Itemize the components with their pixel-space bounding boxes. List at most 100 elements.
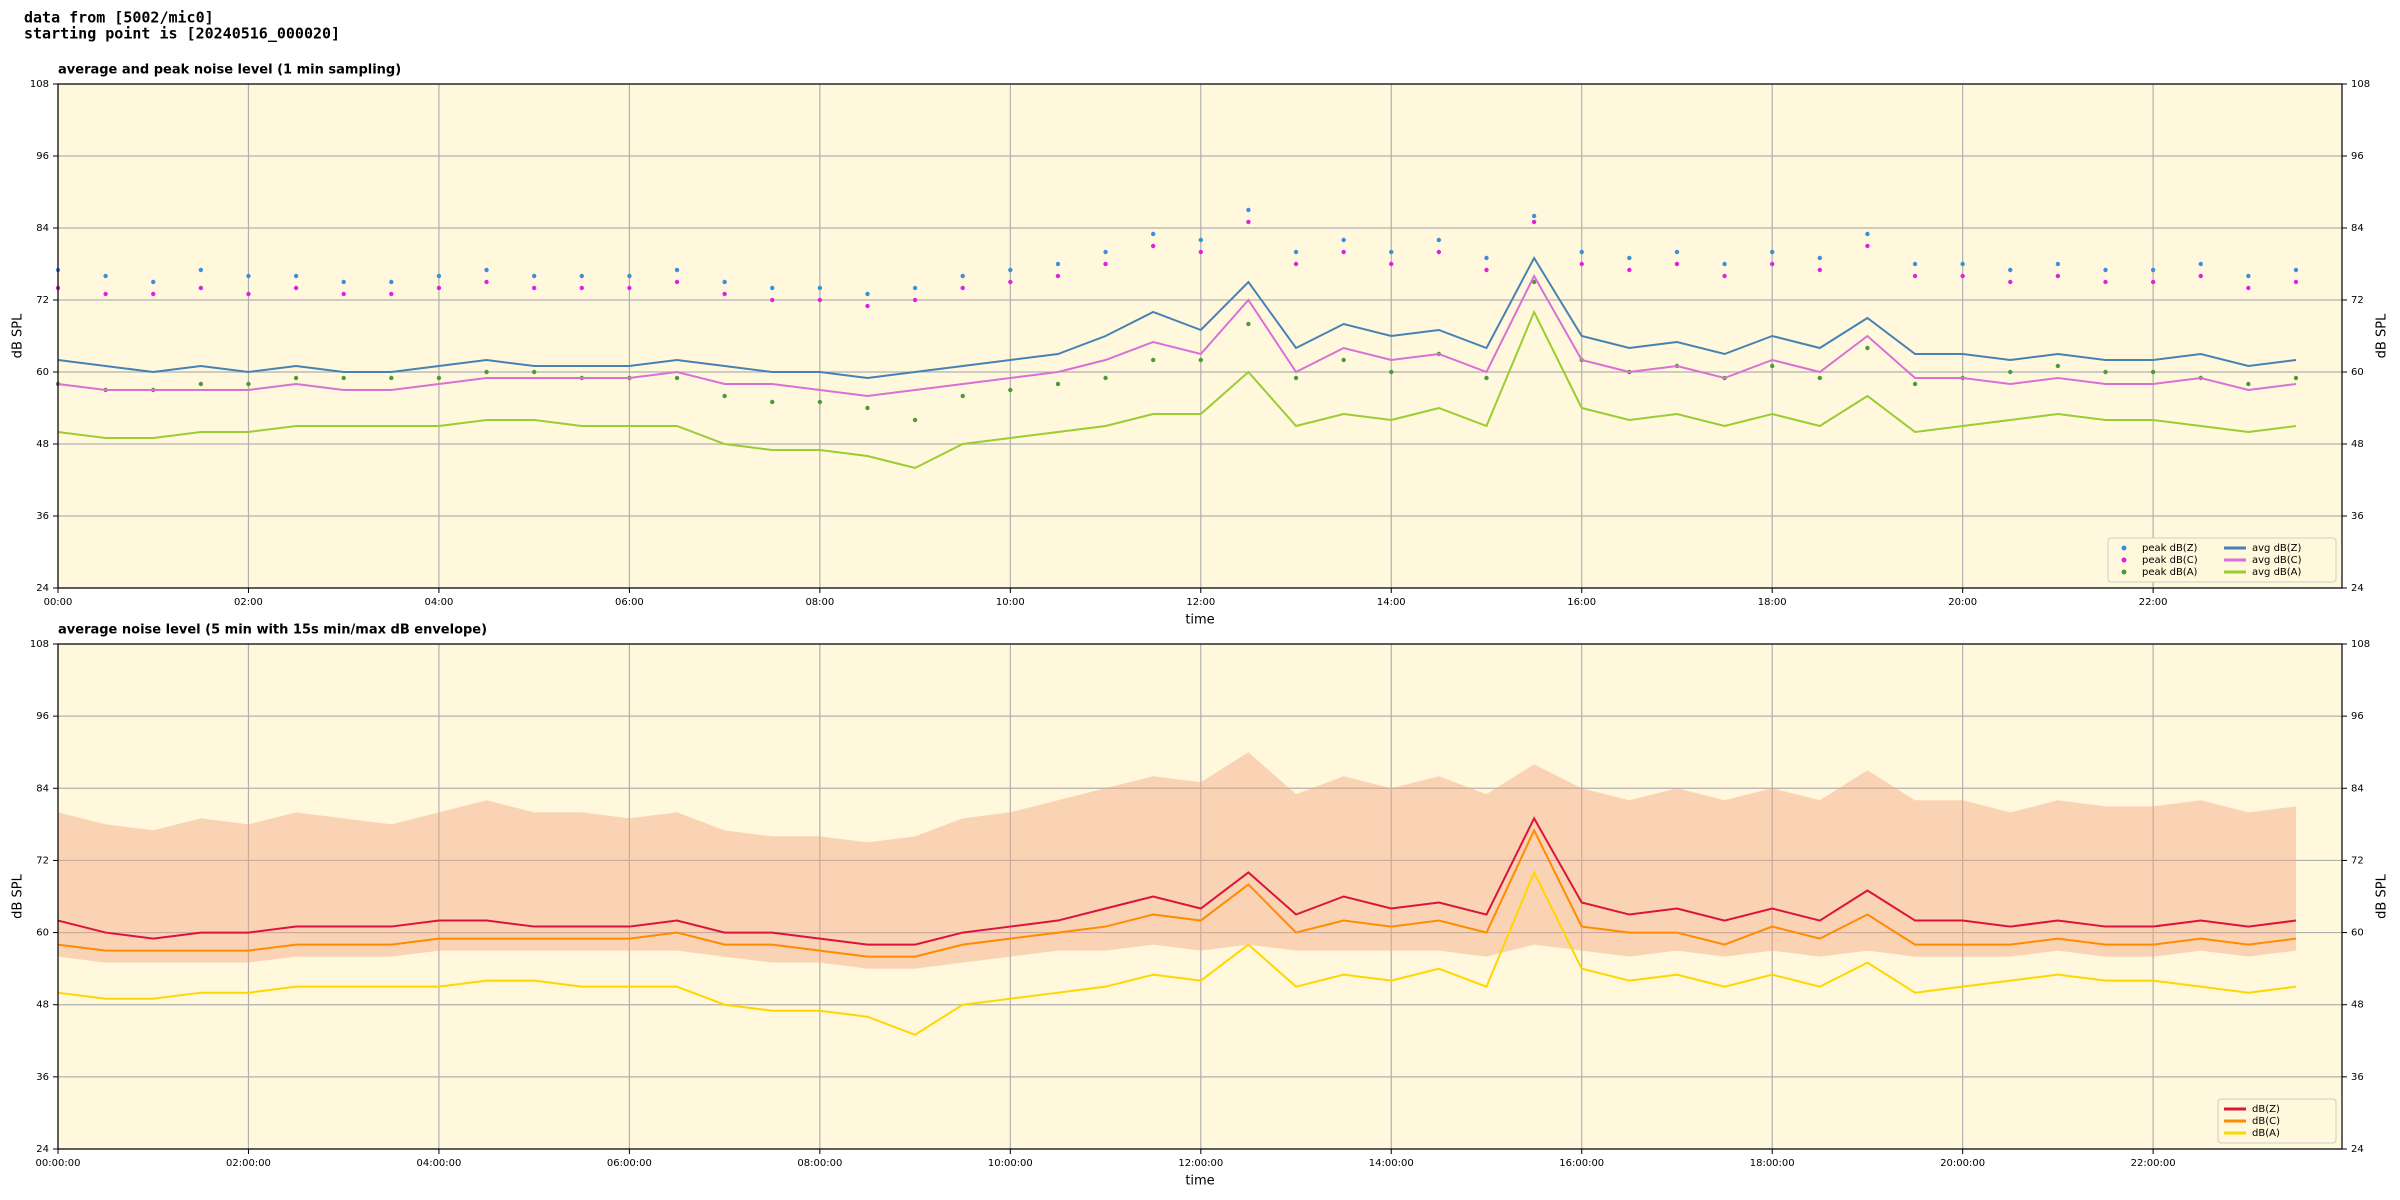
peak-dot <box>2103 369 2108 375</box>
peak-dot <box>770 285 775 291</box>
peak-dot <box>2293 267 2299 273</box>
peak-dot <box>770 297 775 303</box>
peak-dot <box>1055 381 1061 387</box>
x-tick-label: 02:00:00 <box>226 1158 271 1169</box>
x-tick-label: 12:00 <box>1186 597 1215 608</box>
peak-dot <box>1579 261 1584 267</box>
peak-dot <box>1817 267 1823 273</box>
legend-label: dB(Z) <box>2252 1104 2280 1115</box>
peak-dot <box>1103 249 1108 255</box>
peak-dot <box>389 279 394 285</box>
peak-dot <box>1293 375 1299 381</box>
peak-dot <box>246 273 251 279</box>
peak-dot <box>1531 219 1537 225</box>
legend-label: peak dB(C) <box>2142 555 2198 566</box>
y-tick-label: 84 <box>2351 223 2364 234</box>
y-tick-label: 48 <box>36 1000 49 1011</box>
y-tick-label: 96 <box>2351 151 2364 162</box>
peak-dot <box>865 303 870 309</box>
peak-dot <box>1484 375 1489 381</box>
peak-dot <box>246 291 251 297</box>
peak-dot <box>1198 357 1203 363</box>
peak-dot <box>1769 363 1775 369</box>
peak-dot <box>1150 243 1156 249</box>
peak-dot <box>484 279 489 285</box>
peak-dot <box>2293 375 2299 381</box>
x-tick-label: 22:00 <box>2139 597 2168 608</box>
peak-dot <box>2008 267 2013 273</box>
peak-dot <box>2246 381 2251 387</box>
peak-dot <box>436 273 442 279</box>
peak-dot <box>151 291 156 297</box>
y-tick-label: 24 <box>2351 1144 2364 1155</box>
y-tick-label: 36 <box>2351 1072 2364 1083</box>
peak-dot <box>484 369 489 375</box>
legend-label: dB(C) <box>2252 1116 2280 1127</box>
peak-dot <box>2198 261 2203 267</box>
peak-dot <box>1769 249 1775 255</box>
plot-frame <box>57 643 2343 1150</box>
peak-dot <box>627 285 632 291</box>
peak-dot <box>1912 381 1918 387</box>
peak-dot <box>1008 267 1013 273</box>
legend-box <box>2107 537 2337 583</box>
peak-dot <box>1198 237 1203 243</box>
y-tick-label: 36 <box>36 1072 49 1083</box>
x-tick-label: 20:00:00 <box>1940 1158 1985 1169</box>
x-tick-label: 14:00:00 <box>1369 1158 1414 1169</box>
x-tick-label: 14:00 <box>1377 597 1406 608</box>
x-axis-label: time <box>1185 613 1214 628</box>
y-tick-label: 48 <box>2351 439 2364 450</box>
peak-dot <box>2008 369 2013 375</box>
peak-dot <box>103 273 108 279</box>
peak-dot <box>1674 249 1680 255</box>
y-axis-label: dB SPL <box>2375 873 2390 918</box>
peak-dot <box>293 375 299 381</box>
peak-dot <box>198 381 204 387</box>
legend-box <box>2217 1098 2337 1144</box>
x-tick-label: 06:00:00 <box>607 1158 652 1169</box>
peak-dot <box>1484 255 1489 261</box>
y-tick-label: 108 <box>2351 639 2370 650</box>
peak-dot <box>579 285 584 291</box>
peak-dot <box>817 297 823 303</box>
y-tick-label: 72 <box>36 295 49 306</box>
peak-dot <box>912 285 918 291</box>
peak-dot <box>1246 207 1251 213</box>
peak-dot <box>722 291 727 297</box>
series-line <box>57 273 2297 398</box>
peak-dot <box>960 285 965 291</box>
peak-dot <box>960 273 965 279</box>
x-tick-label: 16:00:00 <box>1559 1158 1604 1169</box>
peak-dot <box>1055 273 1061 279</box>
peak-dot <box>1865 243 1870 249</box>
plot-area <box>58 84 2342 588</box>
peak-dot <box>2103 279 2108 285</box>
peak-dot <box>531 369 537 375</box>
peak-dot <box>1389 369 1394 375</box>
y-axis-label: dB SPL <box>11 313 26 358</box>
series-line <box>57 255 2297 380</box>
peak-dot <box>2150 279 2156 285</box>
peak-dot <box>1389 261 1394 267</box>
peak-dot <box>531 273 537 279</box>
legend-label: dB(A) <box>2252 1128 2280 1139</box>
peak-dot <box>2055 273 2061 279</box>
series-line <box>57 816 2297 946</box>
legend-label: avg dB(Z) <box>2252 543 2302 554</box>
peak-dot <box>1293 261 1299 267</box>
y-tick-label: 108 <box>30 639 49 650</box>
y-tick-label: 108 <box>30 79 49 90</box>
peak-dot <box>1436 249 1442 255</box>
peak-dot <box>817 285 823 291</box>
y-tick-label: 84 <box>36 223 49 234</box>
peak-dot <box>1008 279 1013 285</box>
x-tick-label: 10:00:00 <box>988 1158 1033 1169</box>
peak-dot <box>2150 369 2156 375</box>
y-tick-label: 84 <box>36 783 49 794</box>
series-line <box>57 309 2297 470</box>
y-axis-label: dB SPL <box>2375 313 2390 358</box>
peak-dot <box>436 375 442 381</box>
peak-dot <box>1769 261 1775 267</box>
peak-dot <box>674 375 680 381</box>
